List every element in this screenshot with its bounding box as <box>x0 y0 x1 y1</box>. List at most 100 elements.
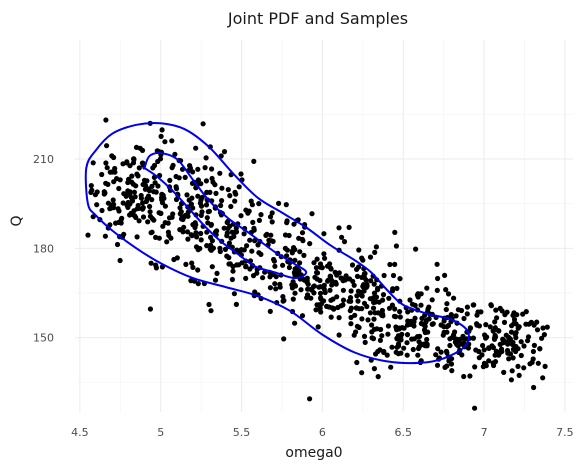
sample-point <box>156 235 162 241</box>
sample-point <box>313 265 319 271</box>
sample-point <box>371 281 377 287</box>
sample-point <box>521 343 527 349</box>
sample-point <box>416 339 422 345</box>
sample-point <box>313 307 319 313</box>
sample-point <box>202 165 208 171</box>
sample-point <box>130 212 136 218</box>
sample-point <box>528 319 535 325</box>
sample-point <box>370 336 377 342</box>
sample-point <box>318 309 324 315</box>
sample-point <box>475 309 481 315</box>
sample-point <box>124 160 130 166</box>
sample-point <box>251 158 257 164</box>
sample-point <box>387 261 393 268</box>
sample-point <box>301 252 307 258</box>
grid <box>75 40 573 412</box>
sample-point <box>136 205 142 211</box>
sample-point <box>208 308 214 314</box>
sample-point <box>135 173 141 179</box>
sample-point <box>195 281 201 287</box>
chart-title: Joint PDF and Samples <box>227 9 408 28</box>
sample-point <box>518 339 524 345</box>
sample-point <box>133 183 139 189</box>
sample-point <box>269 210 275 216</box>
sample-point <box>521 365 527 371</box>
sample-point <box>305 292 311 298</box>
sample-point <box>309 211 315 217</box>
sample-point <box>327 261 333 267</box>
sample-point <box>334 294 340 300</box>
sample-point <box>129 173 135 179</box>
sample-point <box>506 356 512 362</box>
sample-point <box>254 270 260 276</box>
x-tick-label: 5 <box>157 426 164 439</box>
sample-point <box>284 253 290 259</box>
sample-point <box>227 193 233 199</box>
sample-point <box>291 269 297 275</box>
sample-point <box>111 179 117 185</box>
sample-point <box>138 195 144 201</box>
sample-point <box>166 215 173 221</box>
sample-point <box>508 377 514 383</box>
sample-point <box>264 231 270 237</box>
sample-point <box>162 203 168 209</box>
sample-point <box>271 258 277 264</box>
sample-point <box>129 179 135 185</box>
sample-point <box>158 210 164 216</box>
sample-point <box>268 238 274 244</box>
sample-point <box>193 244 200 250</box>
sample-point <box>292 290 298 296</box>
sample-point <box>304 279 310 285</box>
sample-point <box>203 178 209 184</box>
sample-point <box>380 311 386 317</box>
sample-point <box>401 345 407 351</box>
sample-point <box>443 306 449 313</box>
sample-point <box>374 326 380 332</box>
sample-point <box>397 314 403 320</box>
sample-point <box>276 200 282 206</box>
sample-point <box>179 214 185 220</box>
sample-point <box>339 234 345 240</box>
sample-point <box>338 303 344 309</box>
sample-point <box>364 281 370 287</box>
sample-point <box>359 293 365 299</box>
sample-point <box>147 213 153 219</box>
sample-point <box>231 291 237 297</box>
sample-point <box>487 324 493 330</box>
sample-point <box>348 305 354 311</box>
sample-point <box>348 288 354 294</box>
sample-point <box>317 261 324 267</box>
sample-point <box>299 236 305 242</box>
sample-point <box>373 244 379 250</box>
sample-point <box>510 355 516 361</box>
sample-point <box>110 197 116 203</box>
sample-point <box>367 254 374 260</box>
sample-point <box>99 171 105 178</box>
sample-point <box>496 349 502 355</box>
sample-point <box>102 233 108 239</box>
sample-point <box>224 233 230 239</box>
sample-point <box>509 368 515 374</box>
sample-point <box>356 306 362 312</box>
sample-point <box>324 303 330 309</box>
sample-point <box>373 294 380 300</box>
sample-point <box>380 292 387 298</box>
sample-point <box>390 286 396 292</box>
sample-point <box>296 268 302 274</box>
sample-point <box>392 229 398 235</box>
sample-point <box>219 185 225 191</box>
sample-point <box>164 239 170 245</box>
sample-point <box>369 322 375 328</box>
sample-point <box>177 227 183 233</box>
y-tick-label: 180 <box>33 242 54 255</box>
sample-point <box>375 310 381 316</box>
sample-point <box>393 314 399 320</box>
sample-point <box>311 260 317 266</box>
sample-point <box>169 138 175 144</box>
sample-point <box>327 287 333 293</box>
sample-point <box>336 225 342 231</box>
sample-point <box>222 246 228 252</box>
sample-point <box>221 225 227 231</box>
sample-point <box>244 243 250 249</box>
sample-point <box>449 368 455 374</box>
